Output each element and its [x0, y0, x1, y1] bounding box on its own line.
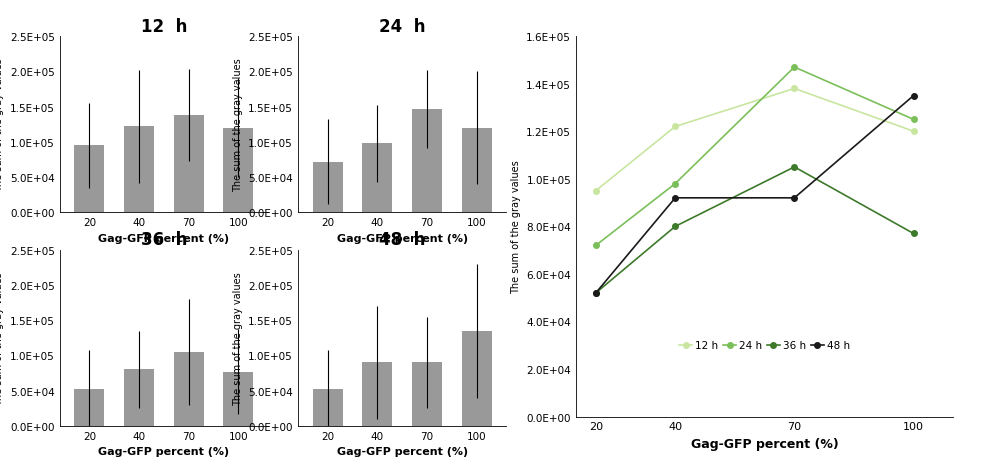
12 h [590, 188, 602, 194]
X-axis label: Gag-GFP percent (%): Gag-GFP percent (%) [337, 446, 468, 457]
Title: 24  h: 24 h [379, 18, 425, 36]
48 h [590, 291, 602, 296]
Y-axis label: The sum of the gray values: The sum of the gray values [232, 58, 242, 192]
Bar [412, 110, 442, 213]
12 h [788, 87, 800, 92]
24 h [590, 243, 602, 249]
Bar [223, 372, 253, 426]
12 h [669, 125, 681, 130]
Bar [313, 163, 343, 213]
48 h [908, 94, 920, 99]
36 h [908, 231, 920, 237]
Y-axis label: The sum of the gray values: The sum of the gray values [0, 271, 4, 405]
Bar [412, 363, 442, 426]
Bar [174, 116, 204, 213]
Line: 36 h: 36 h [593, 165, 917, 296]
Line: 48 h: 48 h [593, 94, 917, 296]
Bar [362, 363, 392, 426]
Y-axis label: The sum of the gray values: The sum of the gray values [510, 160, 520, 294]
Bar [362, 144, 392, 213]
Bar [462, 331, 492, 426]
Bar [124, 127, 154, 213]
X-axis label: Gag-GFP percent (%): Gag-GFP percent (%) [337, 233, 468, 244]
Bar [462, 129, 492, 213]
Legend: 12 h, 24 h, 36 h, 48 h: 12 h, 24 h, 36 h, 48 h [675, 336, 854, 355]
36 h [590, 291, 602, 296]
12 h [908, 129, 920, 135]
Y-axis label: The sum of the gray values: The sum of the gray values [232, 271, 242, 405]
Line: 24 h: 24 h [593, 65, 917, 249]
Title: 36  h: 36 h [141, 231, 187, 249]
Bar [74, 389, 104, 426]
Line: 12 h: 12 h [593, 87, 917, 194]
36 h [788, 165, 800, 170]
24 h [669, 181, 681, 187]
Bar [223, 129, 253, 213]
X-axis label: Gag-GFP percent (%): Gag-GFP percent (%) [98, 233, 229, 244]
Bar [174, 352, 204, 426]
36 h [669, 224, 681, 230]
48 h [788, 195, 800, 201]
24 h [788, 65, 800, 71]
Title: 12  h: 12 h [141, 18, 187, 36]
24 h [908, 117, 920, 123]
Bar [124, 369, 154, 426]
48 h [669, 195, 681, 201]
Bar [74, 146, 104, 213]
Title: 48  h: 48 h [379, 231, 425, 249]
X-axis label: Gag-GFP percent (%): Gag-GFP percent (%) [691, 437, 838, 450]
X-axis label: Gag-GFP percent (%): Gag-GFP percent (%) [98, 446, 229, 457]
Y-axis label: The sum of the gray values: The sum of the gray values [0, 58, 4, 192]
Bar [313, 389, 343, 426]
